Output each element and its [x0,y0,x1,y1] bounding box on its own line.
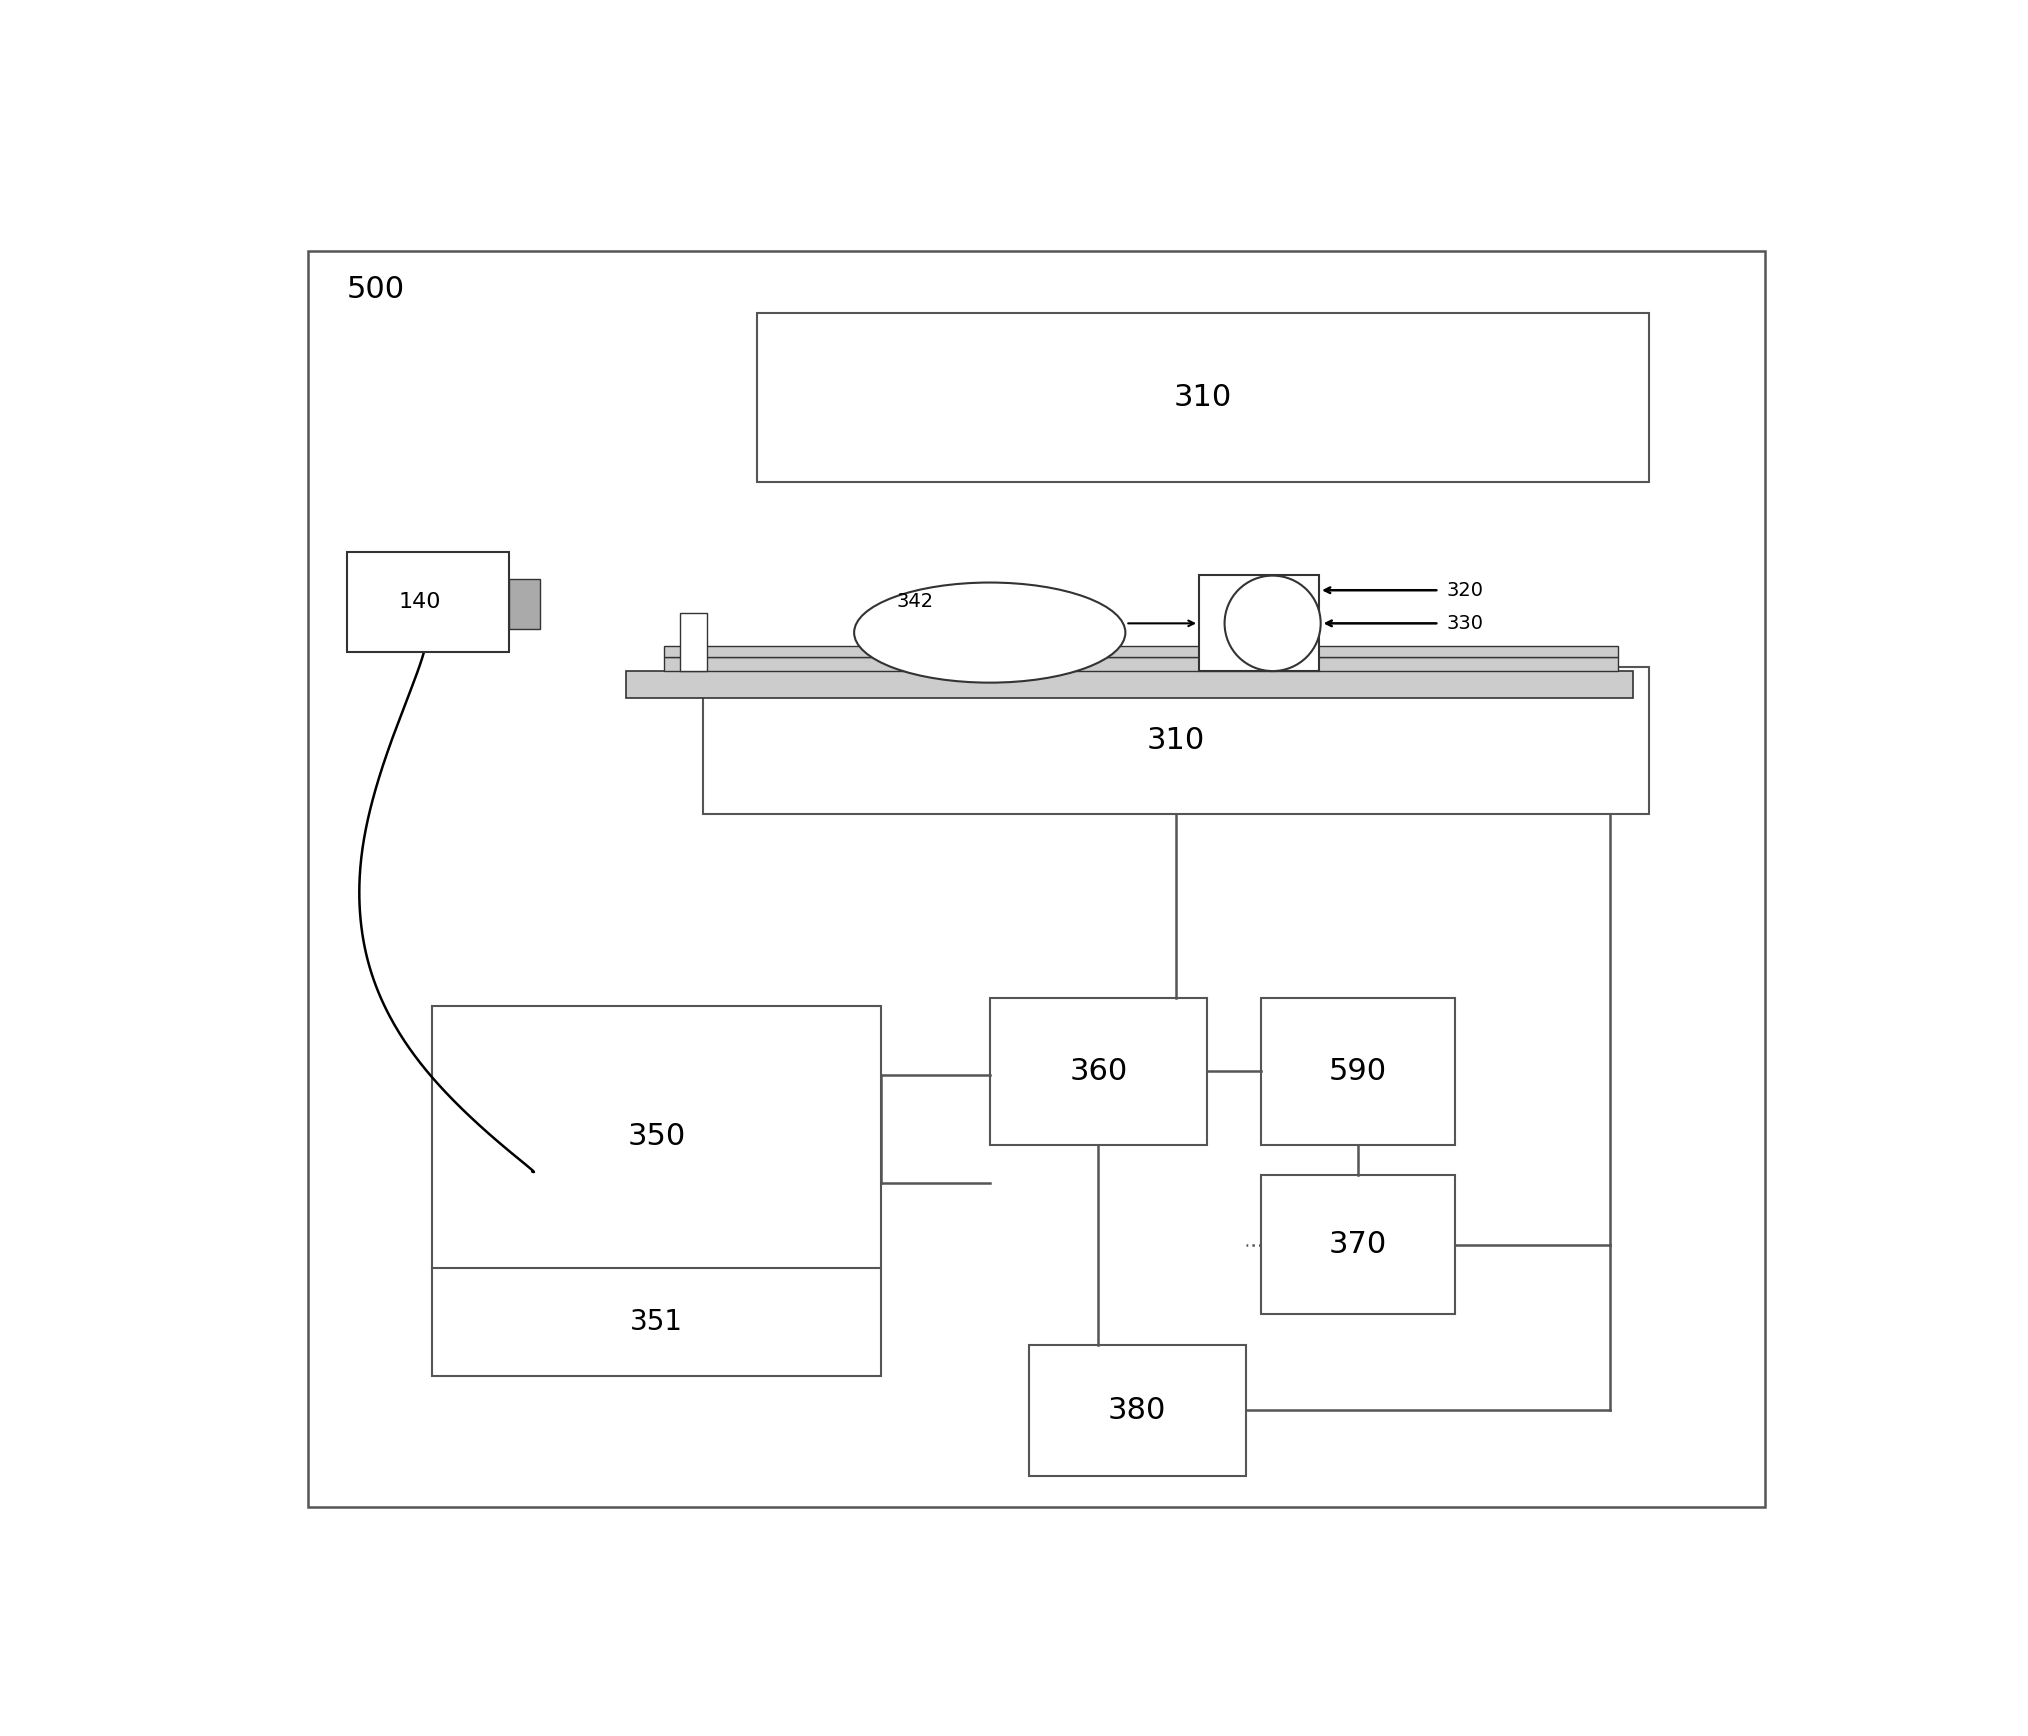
Bar [665,658,1618,672]
Text: 310: 310 [1146,726,1205,755]
Bar [432,1007,882,1375]
Bar [509,578,539,628]
Bar [347,552,509,651]
Ellipse shape [854,583,1126,682]
Bar [1261,1175,1454,1314]
Bar [704,667,1649,814]
Bar [1261,998,1454,1144]
Bar [756,312,1649,483]
Circle shape [1225,576,1320,672]
Text: 310: 310 [1174,384,1231,411]
Text: 342: 342 [896,592,933,611]
Bar [1028,1345,1245,1476]
Text: 370: 370 [1328,1231,1387,1259]
Text: 140: 140 [400,592,442,611]
Text: 320: 320 [1448,582,1484,599]
Text: 330: 330 [1448,615,1484,634]
Text: 500: 500 [347,274,406,304]
Bar [665,646,1618,658]
Text: 351: 351 [631,1307,683,1335]
Text: 590: 590 [1328,1057,1387,1087]
Bar [990,998,1207,1144]
Bar [625,672,1633,698]
Text: 360: 360 [1069,1057,1128,1087]
Text: 350: 350 [627,1123,685,1151]
Text: 380: 380 [1107,1396,1166,1425]
Bar [1199,575,1318,672]
Bar [679,613,708,672]
